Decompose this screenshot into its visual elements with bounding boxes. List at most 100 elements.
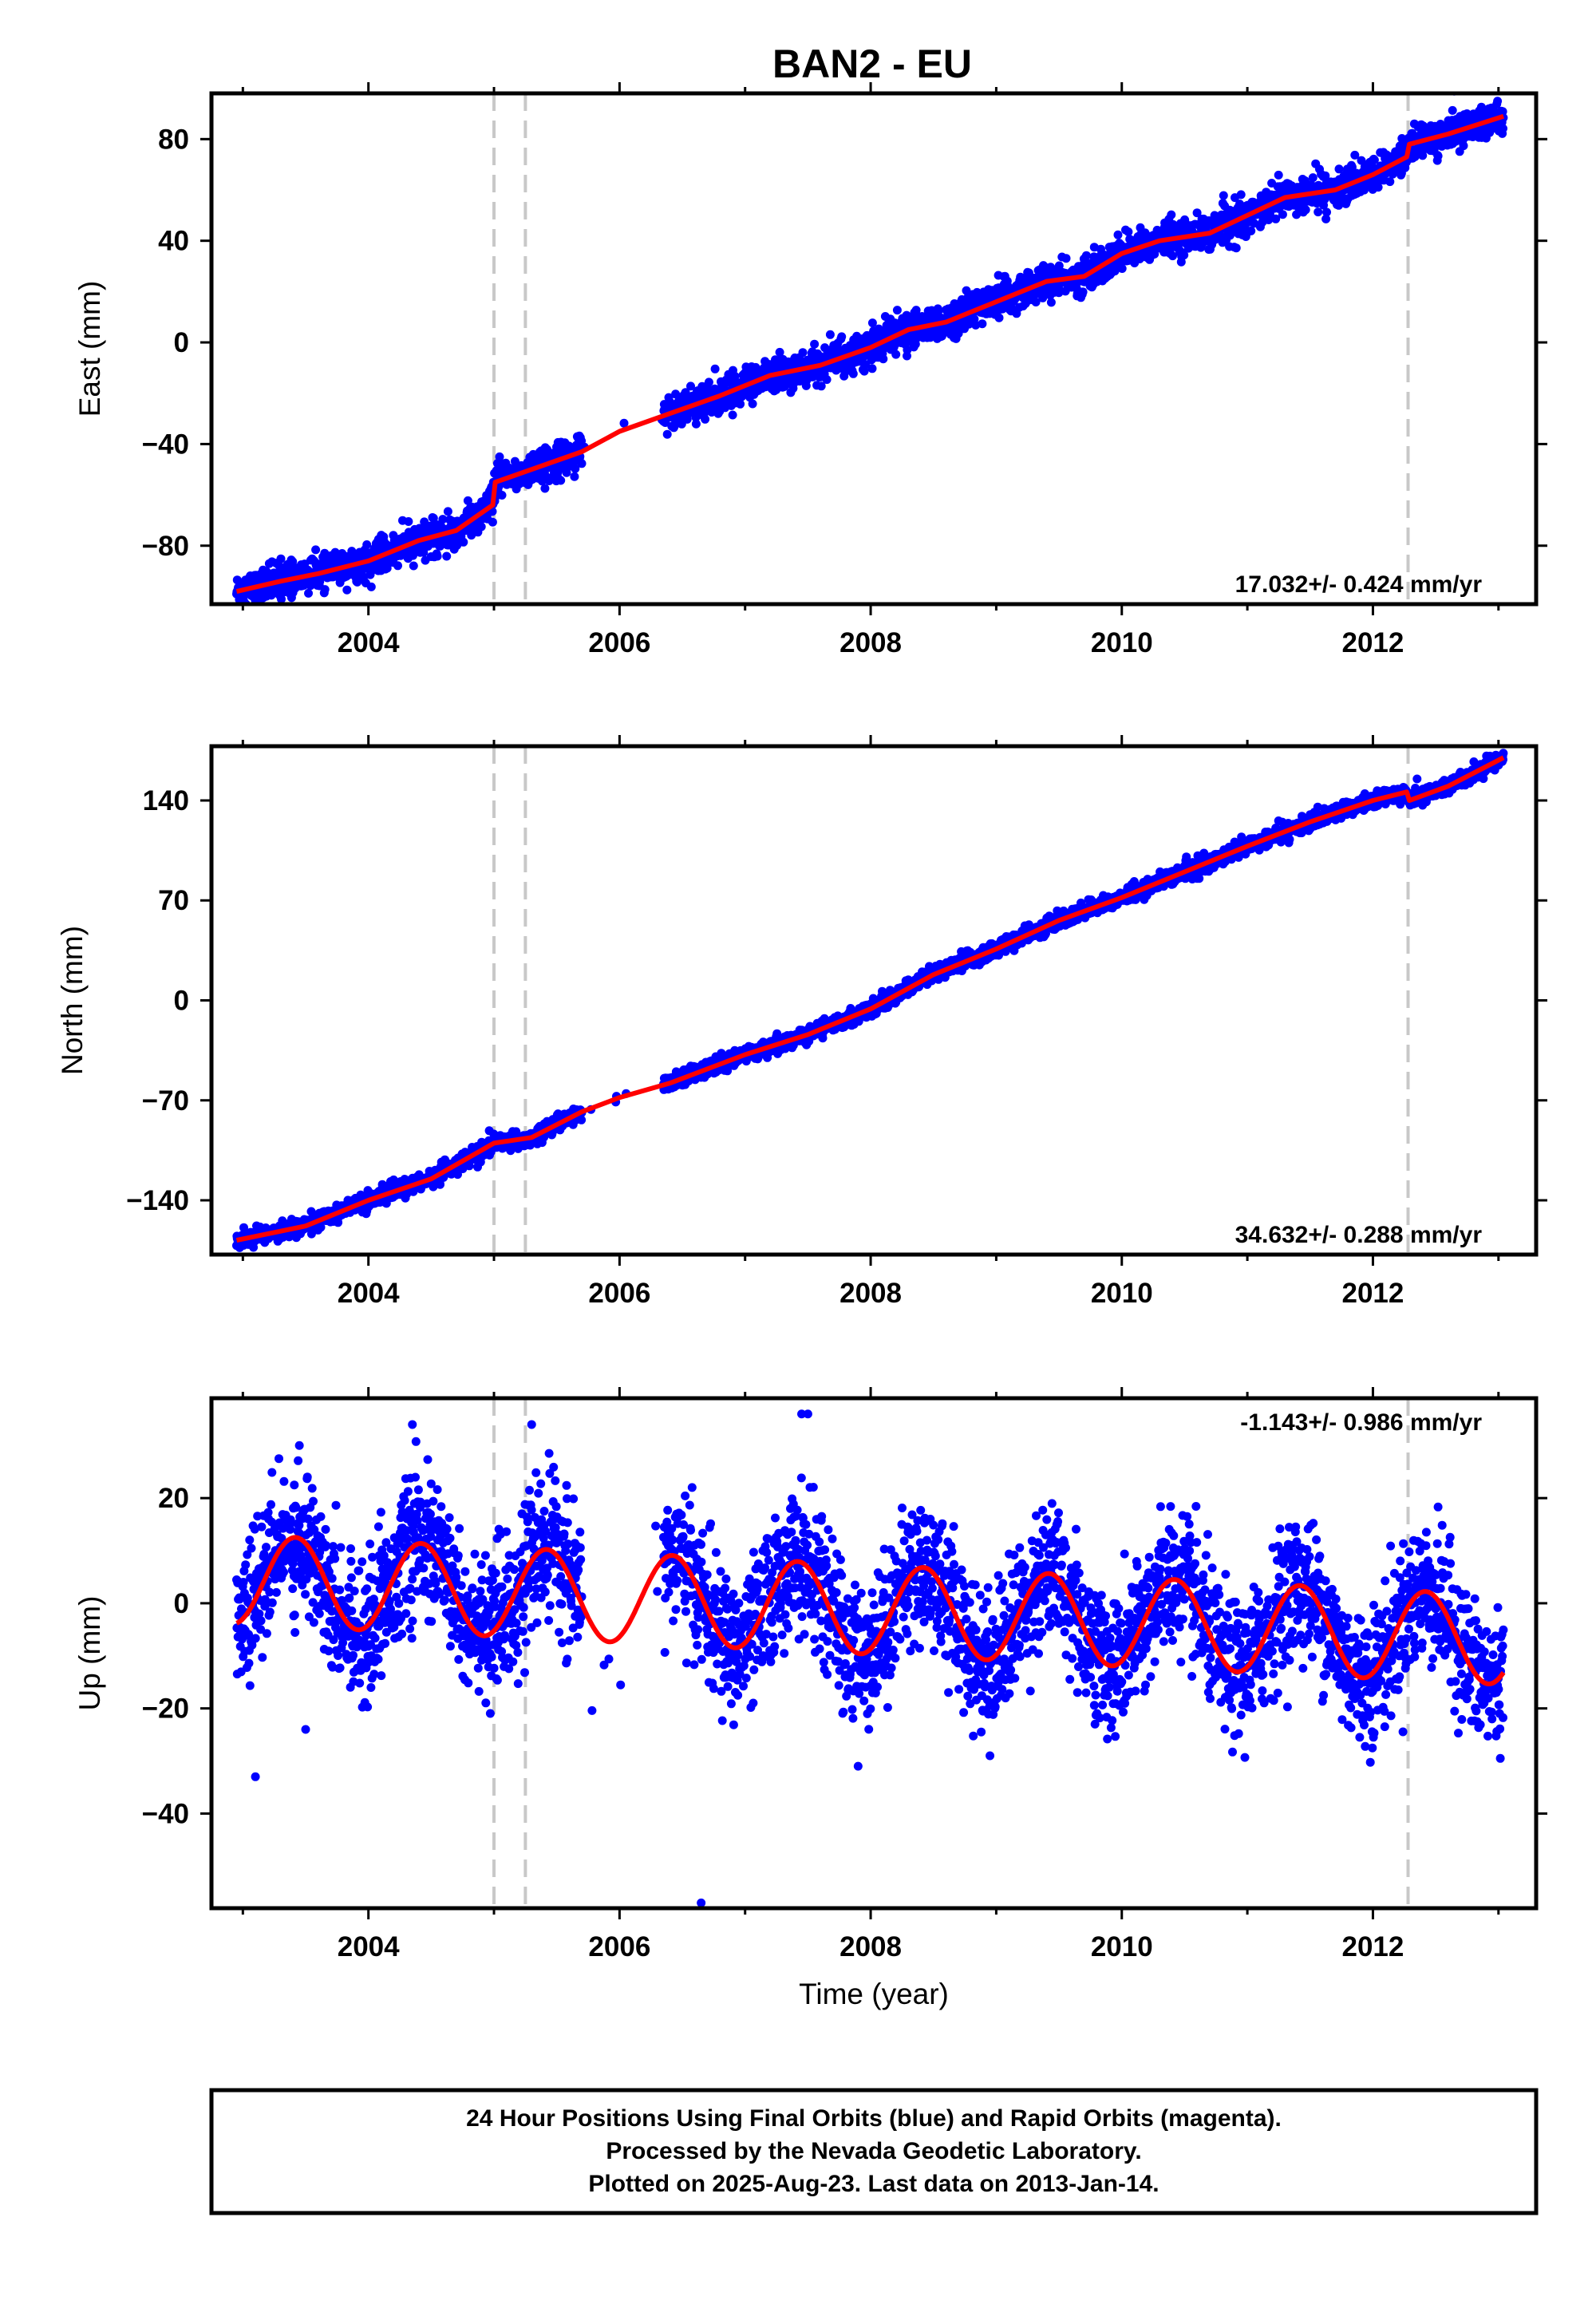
data-point [556,476,566,485]
data-point [1308,173,1317,183]
data-point [1301,205,1310,215]
data-point [1236,190,1246,200]
data-point [1321,214,1331,223]
data-point [306,1229,316,1239]
data-point [1117,264,1127,273]
data-point [1113,230,1123,239]
data-point [818,1034,828,1043]
panel-frame [209,91,1539,607]
data-point [429,513,438,523]
data-point [1061,254,1071,263]
data-point [822,375,832,385]
data-point [577,1115,587,1124]
position-points [232,93,1508,604]
y-tick-label: −40 [142,429,189,460]
data-point [495,452,504,461]
data-point [1347,162,1357,172]
y-tick-label: 0 [174,327,189,358]
data-point [1373,183,1383,192]
data-point [710,364,720,373]
data-point [442,551,452,561]
data-point [276,554,286,563]
data-point [304,588,313,598]
data-point [867,318,877,328]
data-point [320,585,330,595]
data-point [1081,251,1091,260]
x-tick-label: 2006 [588,627,650,658]
data-point [443,507,452,516]
data-point [459,537,468,547]
data-point [1459,141,1468,151]
data-point [453,1170,462,1180]
east-panel: 2004 2006 2008 2010 2012 −80 −40 0 40 80 East (mm)… [73,82,1547,658]
data-point [954,329,963,338]
data-point [342,585,352,595]
data-point [429,1182,438,1192]
data-point [393,561,402,571]
data-point [686,381,695,391]
data-point [798,348,808,358]
y-tick-label: 80 [158,124,189,155]
data-point [998,304,1007,314]
data-point [497,491,507,500]
data-point [1192,208,1202,218]
data-point [316,1223,326,1232]
data-point [1168,251,1177,261]
data-point [577,459,587,468]
data-point [1046,298,1056,307]
x-tick-label: 2008 [839,627,902,658]
data-point [825,330,835,339]
data-point [816,381,826,391]
data-point [903,346,912,354]
data-point [971,320,981,330]
data-point [892,306,902,315]
data-point [730,372,740,381]
data-point [404,517,413,526]
data-point [810,339,820,349]
data-point [419,547,429,557]
data-point [488,517,497,527]
data-point [382,563,392,573]
data-point [463,496,472,505]
data-point [861,360,871,370]
data-point [277,595,286,604]
position-points [232,749,1508,1252]
x-tick-label: 2012 [1342,627,1404,658]
data-point [436,1180,444,1189]
data-point [662,429,672,439]
data-point [1322,207,1331,217]
data-point [1231,243,1241,253]
x-tick-label: 2010 [1091,627,1153,658]
data-point [1219,191,1228,200]
velocity-label: 17.032+/- 0.424 mm/yr [1235,571,1483,598]
data-point [1110,267,1120,276]
data-point [704,377,713,387]
data-point [1246,226,1256,235]
x-tick-label: 2004 [338,627,400,658]
data-point [701,414,710,424]
data-point [934,306,943,315]
y-tick-label: 40 [158,226,189,257]
data-point [409,551,417,560]
data-point [879,354,888,364]
data-point [362,540,372,549]
data-point [409,561,418,571]
data-point [1433,152,1443,160]
data-point [1321,171,1330,180]
data-point [1334,164,1344,174]
y-axis-title: East (mm) [73,281,106,417]
data-point [1493,97,1503,106]
data-point [1369,156,1379,164]
data-point [476,522,486,532]
data-point [891,350,901,359]
data-point [1031,298,1041,306]
data-point [1054,288,1064,298]
y-tick-label: −80 [142,531,189,562]
data-point [867,364,877,373]
data-point [848,369,858,378]
data-point [1168,219,1178,229]
data-point [571,464,580,473]
data-point [1314,207,1323,217]
data-point [837,332,847,342]
